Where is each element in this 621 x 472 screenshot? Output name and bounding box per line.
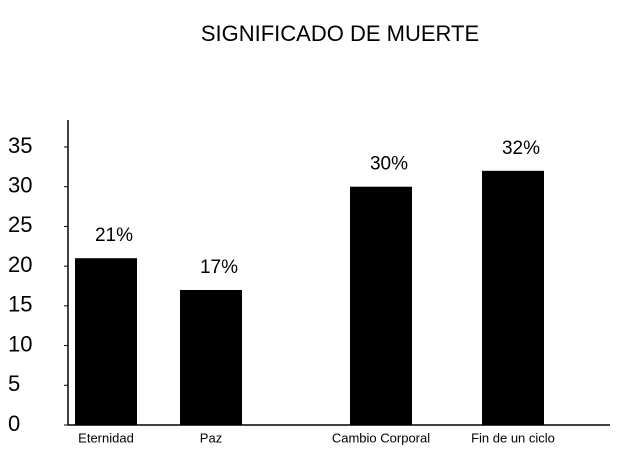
y-tick-label: 5	[8, 371, 20, 396]
chart-title: SIGNIFICADO DE MUERTE	[201, 21, 479, 46]
y-tick-label: 20	[8, 252, 32, 277]
y-tick-label: 0	[8, 411, 20, 436]
y-tick-label: 35	[8, 133, 32, 158]
bar	[350, 186, 412, 425]
x-tick-label: Cambio Corporal	[332, 430, 430, 445]
y-tick-label: 30	[8, 173, 32, 198]
x-tick-label: Paz	[200, 430, 222, 445]
bar	[482, 170, 544, 425]
bar	[180, 289, 242, 425]
x-tick-label: Fin de un ciclo	[471, 430, 555, 445]
y-tick-label: 10	[8, 331, 32, 356]
value-label: 17%	[200, 257, 238, 278]
value-label: 32%	[502, 138, 540, 159]
value-label: 21%	[95, 225, 133, 246]
value-label: 30%	[370, 154, 408, 175]
y-tick-label: 25	[8, 212, 32, 237]
bar	[75, 258, 137, 425]
y-tick-label: 15	[8, 292, 32, 317]
x-tick-label: Eternidad	[78, 430, 134, 445]
